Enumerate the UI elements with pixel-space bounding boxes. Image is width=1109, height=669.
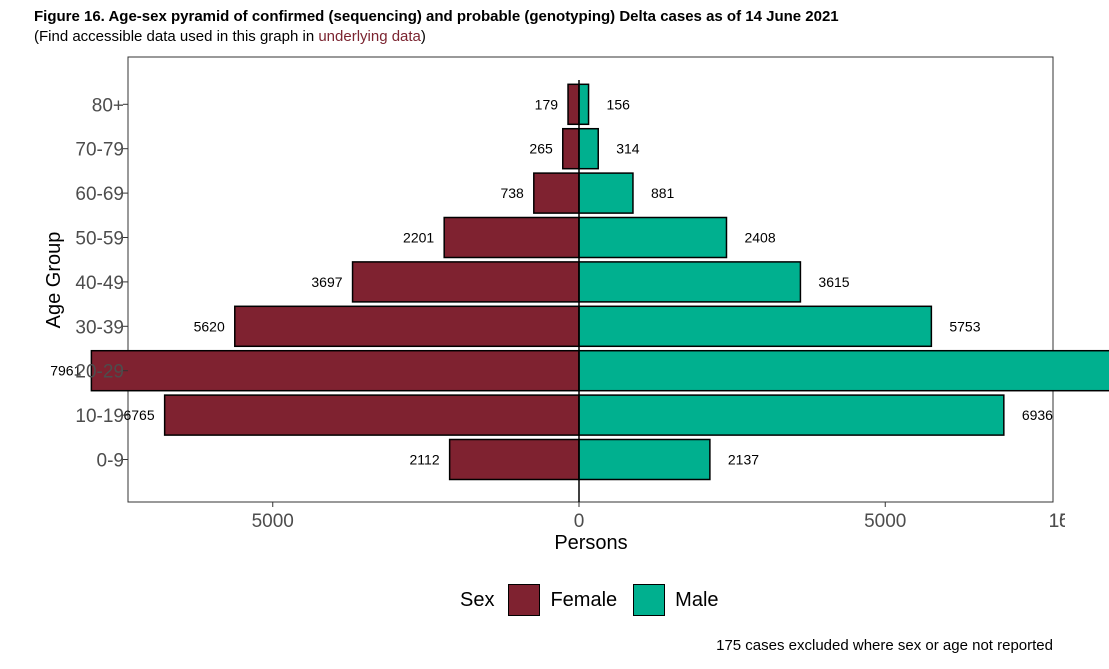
x-tick-label-1: 5000 xyxy=(252,511,294,532)
legend-entry-male: Male xyxy=(633,584,719,616)
data-label-male-30-39: 5753 xyxy=(949,318,980,334)
data-label-female-30-39: 5620 xyxy=(194,318,225,334)
bar-female-40-49 xyxy=(351,261,580,303)
bar-female-50-59 xyxy=(443,216,580,259)
legend: Sex Female Male xyxy=(460,584,735,616)
y-axis-title: Age Group xyxy=(43,232,65,329)
y-tick-label-30-39: 30-39 xyxy=(75,317,124,338)
bar-male-40-49 xyxy=(578,261,802,303)
bar-male-80+ xyxy=(578,83,590,126)
footnote: 175 cases excluded where sex or age not … xyxy=(716,637,1053,654)
bar-female-60-69 xyxy=(533,172,580,214)
data-label-male-40-49: 3615 xyxy=(818,274,849,290)
bar-male-20-29 xyxy=(578,349,1109,392)
underlying-data-link[interactable]: underlying data xyxy=(318,28,421,45)
edge-mask xyxy=(1065,505,1109,545)
data-label-male-60-69: 881 xyxy=(651,185,675,201)
bar-female-70-79 xyxy=(562,127,580,170)
data-label-male-70-79: 314 xyxy=(616,141,640,157)
bar-female-30-39 xyxy=(234,305,580,348)
legend-swatch-female xyxy=(508,584,541,616)
plot-area: 211221370-96765693610-197961871420-29562… xyxy=(43,56,1109,554)
figure-subtitle: (Find accessible data used in this graph… xyxy=(34,28,426,45)
data-label-male-0-9: 2137 xyxy=(728,452,759,468)
bar-female-10-19 xyxy=(163,394,580,436)
bar-female-80+ xyxy=(567,83,580,126)
data-label-female-40-49: 3697 xyxy=(311,274,342,290)
bar-male-50-59 xyxy=(578,216,728,259)
bar-male-10-19 xyxy=(578,394,1005,436)
figure-title: Figure 16. Age-sex pyramid of confirmed … xyxy=(34,8,839,25)
y-tick-label-0-9: 0-9 xyxy=(97,451,124,472)
bar-female-0-9 xyxy=(448,438,580,481)
legend-label-female: Female xyxy=(550,588,618,611)
bar-male-30-39 xyxy=(578,305,933,348)
bar-female-20-29 xyxy=(90,349,580,392)
subtitle-prefix: (Find accessible data used in this graph… xyxy=(34,28,319,45)
x-tick-label-2: 0 xyxy=(574,511,585,532)
data-label-female-10-19: 6765 xyxy=(123,407,154,423)
data-label-female-20-29: 7961 xyxy=(50,363,81,379)
subtitle-suffix: ) xyxy=(420,28,426,45)
legend-title: Sex xyxy=(460,588,495,611)
bar-male-60-69 xyxy=(578,172,634,214)
y-tick-label-80+: 80+ xyxy=(92,95,124,116)
bar-male-70-79 xyxy=(578,127,599,170)
data-label-female-50-59: 2201 xyxy=(403,230,434,246)
legend-entry-female: Female xyxy=(508,584,617,616)
plot-panel-border xyxy=(127,56,1054,503)
bar-male-0-9 xyxy=(578,438,711,481)
data-label-male-10-19: 6936 xyxy=(1022,407,1053,423)
legend-swatch-male xyxy=(633,584,666,616)
y-tick-label-10-19: 10-19 xyxy=(75,406,124,427)
x-axis-title: Persons xyxy=(554,532,627,554)
legend-label-male: Male xyxy=(675,588,719,611)
y-tick-label-50-59: 50-59 xyxy=(75,229,124,250)
y-tick-label-60-69: 60-69 xyxy=(75,184,124,205)
data-label-female-0-9: 2112 xyxy=(410,452,440,468)
data-label-female-60-69: 738 xyxy=(500,185,524,201)
y-tick-label-20-29: 20-29 xyxy=(75,362,124,383)
data-label-female-70-79: 265 xyxy=(529,141,553,157)
x-tick-label-3: 5000 xyxy=(864,511,906,532)
data-label-female-80+: 179 xyxy=(535,96,559,112)
y-tick-label-40-49: 40-49 xyxy=(75,273,124,294)
data-label-male-50-59: 2408 xyxy=(744,230,775,246)
y-tick-label-70-79: 70-79 xyxy=(75,140,124,161)
data-label-male-80+: 156 xyxy=(607,96,631,112)
